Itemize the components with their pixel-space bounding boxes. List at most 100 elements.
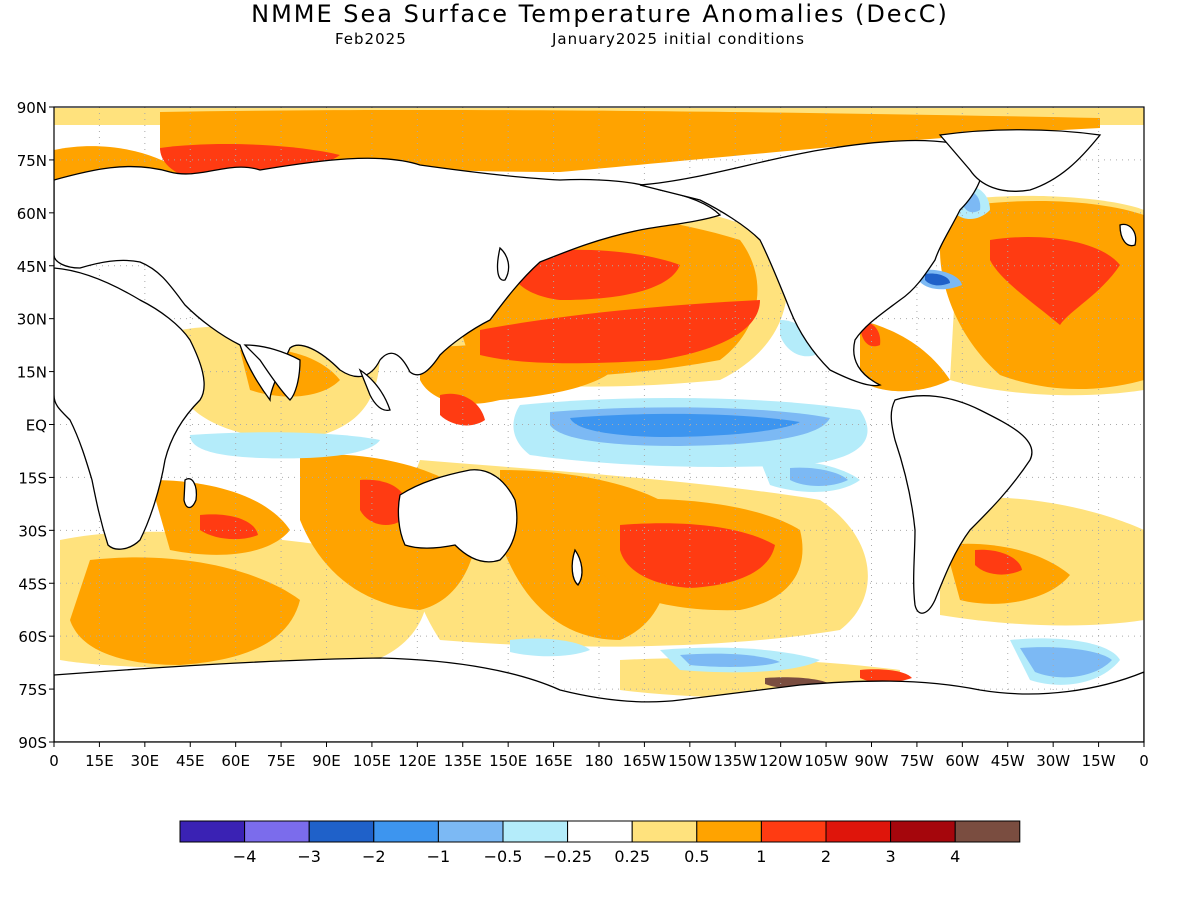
lon-tick-label: 120W xyxy=(759,752,803,770)
longitude-labels: 0 15E 30E 45E 60E 75E 90E 105E 120E 135E 150E 165E 1… xyxy=(49,752,1149,770)
lat-tick-label: 45S xyxy=(18,575,47,593)
lat-tick-label: 60N xyxy=(17,205,47,223)
color-legend: −4 −3 −2 −1 −0.5 −0.25 0.25 0.5 1 2 3 4 xyxy=(179,820,1021,866)
anomaly-patch xyxy=(860,320,950,392)
legend-swatch xyxy=(437,820,504,843)
lon-tick-label: 165W xyxy=(623,752,667,770)
anomaly-patch xyxy=(620,523,775,588)
anomaly-patch xyxy=(990,237,1120,325)
legend-swatch xyxy=(308,820,375,843)
anomaly-patch xyxy=(160,110,1100,172)
init-conditions: January2025 initial conditions xyxy=(552,30,805,48)
lon-tick-label: 150W xyxy=(668,752,712,770)
landmass-eurasia xyxy=(54,157,722,402)
lon-tick-label: 75W xyxy=(900,752,934,770)
lat-tick-label: 75N xyxy=(17,152,47,170)
lon-tick-label: 45E xyxy=(176,752,205,770)
legend-label: 1 xyxy=(756,847,766,866)
legend-label: −2 xyxy=(362,847,386,866)
lon-tick-label: 15W xyxy=(1082,752,1116,770)
lon-tick-label: 165E xyxy=(535,752,573,770)
lat-tick-label: 60S xyxy=(18,628,47,646)
legend-label: −0.25 xyxy=(543,847,592,866)
lat-tick-label: 15N xyxy=(17,364,47,382)
legend-swatch xyxy=(244,820,310,843)
lon-tick-label: 30W xyxy=(1036,752,1070,770)
legend-label: −4 xyxy=(233,847,257,866)
lat-tick-label: 30N xyxy=(17,311,47,329)
lon-tick-label: 135W xyxy=(714,752,758,770)
landmass-madagascar xyxy=(183,478,198,509)
lon-tick-label: 90E xyxy=(312,752,341,770)
anomaly-patch xyxy=(860,669,912,683)
legend-swatch xyxy=(631,820,698,843)
legend-swatch xyxy=(890,820,956,843)
legend-label: −3 xyxy=(297,847,321,866)
landmass-greenland xyxy=(938,129,1102,192)
lon-tick-label: 135E xyxy=(444,752,482,770)
legend-label: 0.25 xyxy=(614,847,650,866)
legend-swatch xyxy=(696,820,762,843)
anomaly-patch xyxy=(190,432,380,459)
anomaly-patch xyxy=(925,273,950,286)
lon-tick-label: 0 xyxy=(49,752,59,770)
landmass-south-america xyxy=(890,395,1033,614)
lon-tick-label: 60E xyxy=(221,752,250,770)
landmass-se-asia xyxy=(358,368,391,411)
legend-swatch xyxy=(954,820,1021,843)
axis-ticks xyxy=(49,106,1145,747)
latitude-labels: 90N 75N 60N 45N 30N 15N EQ 15S 30S 45S 60S 75S 90S xyxy=(17,99,47,752)
landmass-new-zealand xyxy=(571,548,583,586)
anomaly-patch xyxy=(509,249,680,300)
lat-tick-label: 90N xyxy=(17,99,47,117)
lon-tick-label: 105E xyxy=(353,752,391,770)
lon-tick-label: 120E xyxy=(398,752,436,770)
anomaly-patch xyxy=(160,144,340,180)
anomaly-patch xyxy=(780,320,815,357)
landmass-british-isles xyxy=(1119,223,1137,247)
legend-swatch xyxy=(760,820,827,843)
anomaly-patch xyxy=(510,638,590,657)
lon-tick-label: 30E xyxy=(131,752,160,770)
lat-tick-label: 75S xyxy=(18,681,47,699)
legend-swatch xyxy=(502,820,569,843)
anomaly-patch xyxy=(680,653,780,667)
valid-month: Feb2025 xyxy=(335,30,407,48)
lon-tick-label: 0 xyxy=(1139,752,1149,770)
anomaly-patch xyxy=(570,413,800,437)
lon-tick-label: 15E xyxy=(85,752,114,770)
legend-swatch xyxy=(825,820,892,843)
lon-tick-label: 75E xyxy=(267,752,296,770)
map-title: NMME Sea Surface Temperature Anomalies (… xyxy=(251,0,949,28)
anomaly-patch xyxy=(790,467,848,486)
legend-label: 3 xyxy=(886,847,896,866)
landmass-japan xyxy=(496,246,510,281)
anomaly-patch xyxy=(440,393,485,426)
lon-tick-label: 90W xyxy=(855,752,889,770)
lon-tick-label: 105W xyxy=(804,752,848,770)
anomaly-patch xyxy=(975,549,1022,575)
lat-tick-label: 45N xyxy=(17,258,47,276)
landmass-india xyxy=(243,344,301,401)
anomaly-patch xyxy=(200,514,258,540)
landmass-north-america xyxy=(639,139,984,387)
legend-swatch xyxy=(373,820,439,843)
lat-tick-label: 90S xyxy=(18,734,47,752)
legend-swatch xyxy=(179,820,246,843)
landmass-australia xyxy=(397,469,518,563)
legend-label: 4 xyxy=(950,847,960,866)
anomaly-patch xyxy=(70,557,300,665)
legend-label: 2 xyxy=(821,847,831,866)
continents xyxy=(54,129,1144,742)
legend-label: −1 xyxy=(427,847,451,866)
lat-tick-label: EQ xyxy=(26,417,47,435)
lon-tick-label: 60W xyxy=(945,752,979,770)
landmass-africa xyxy=(54,267,205,550)
lat-tick-label: 15S xyxy=(18,469,47,487)
lat-tick-label: 30S xyxy=(18,522,47,540)
legend-label: 0.5 xyxy=(684,847,709,866)
legend-label: −0.5 xyxy=(484,847,523,866)
anomaly-patch xyxy=(1020,647,1112,678)
legend-swatch xyxy=(567,820,633,843)
